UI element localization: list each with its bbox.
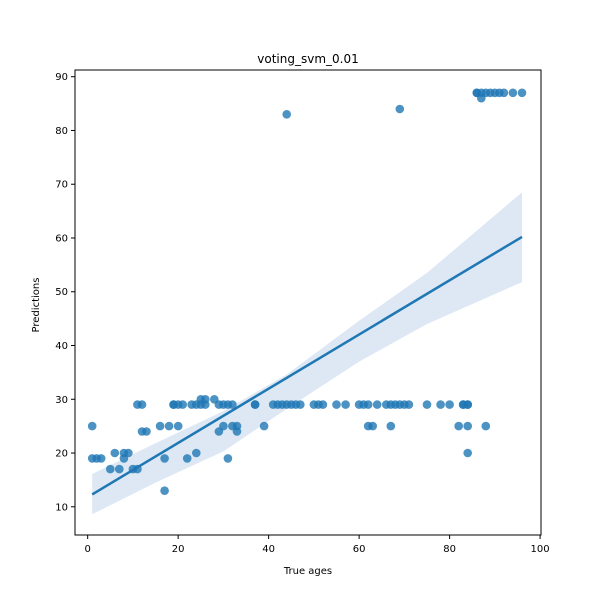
- chart-title: voting_svm_0.01: [257, 52, 358, 66]
- scatter-point: [368, 421, 378, 431]
- scatter-point: [436, 400, 445, 409]
- x-tick-label: 40: [262, 544, 275, 555]
- scatter-point: [463, 421, 473, 431]
- scatter-point: [115, 464, 124, 474]
- scatter-point: [517, 88, 527, 98]
- scatter-point: [481, 421, 491, 431]
- y-tick-label: 80: [55, 126, 68, 137]
- scatter-point: [124, 448, 133, 458]
- scatter-point: [422, 400, 432, 409]
- scatter-point: [463, 448, 473, 458]
- scatter-point: [106, 464, 115, 474]
- scatter-point: [282, 110, 292, 119]
- scatter-point: [296, 400, 305, 409]
- y-axis-label: Predictions: [31, 278, 42, 333]
- y-tick-label: 50: [55, 287, 68, 298]
- scatter-point: [142, 427, 151, 436]
- scatter-point: [228, 400, 237, 409]
- scatter-point: [137, 400, 147, 409]
- scatter-point: [332, 400, 341, 409]
- scatter-point: [223, 454, 233, 463]
- scatter-point: [201, 395, 210, 404]
- y-tick-label: 70: [55, 180, 68, 191]
- scatter-point: [160, 454, 169, 463]
- y-tick-label: 60: [55, 233, 68, 244]
- scatter-point: [160, 486, 169, 496]
- scatter-point: [341, 400, 350, 409]
- scatter-point: [395, 104, 405, 114]
- scatter-point: [232, 427, 242, 436]
- scatter-point: [219, 421, 228, 431]
- scatter-point: [182, 454, 192, 463]
- scatter-point: [192, 448, 201, 458]
- scatter-point: [463, 400, 473, 409]
- scatter-point: [96, 454, 106, 463]
- x-axis: 0 20 40 60 80 100: [84, 535, 550, 555]
- plot-area: [87, 88, 527, 515]
- y-tick-label: 10: [55, 502, 68, 513]
- scatter-point: [445, 400, 454, 409]
- scatter-point: [363, 400, 373, 409]
- scatter-point: [155, 421, 165, 431]
- x-axis-label: True ages: [283, 566, 332, 577]
- x-tick-label: 20: [172, 544, 185, 555]
- y-tick-label: 90: [55, 72, 68, 83]
- y-axis: 10 20 30 40 50 60 70 80 90: [55, 72, 75, 513]
- scatter-point: [386, 421, 396, 431]
- axes-frame: [74, 69, 542, 536]
- scatter-point: [499, 88, 509, 98]
- scatter-point: [508, 88, 518, 98]
- x-tick-label: 80: [443, 544, 456, 555]
- x-tick-label: 100: [531, 544, 550, 555]
- scatter-point: [87, 421, 97, 431]
- scatter-point: [372, 400, 382, 409]
- regression-line: [91, 235, 523, 496]
- x-tick-label: 60: [353, 544, 366, 555]
- scatter-point: [318, 400, 328, 409]
- scatter-point: [173, 421, 183, 431]
- scatter-point: [404, 400, 414, 409]
- confidence-band: [92, 192, 522, 515]
- y-tick-label: 40: [55, 341, 68, 352]
- x-tick-label: 0: [84, 544, 90, 555]
- y-tick-label: 30: [55, 395, 68, 406]
- y-tick-label: 20: [55, 449, 68, 460]
- scatter-point: [454, 421, 464, 431]
- scatter-point: [250, 400, 260, 409]
- scatter-point: [178, 400, 187, 409]
- scatter-point: [259, 421, 269, 431]
- scatter-point: [164, 421, 174, 431]
- scatter-point: [110, 448, 120, 458]
